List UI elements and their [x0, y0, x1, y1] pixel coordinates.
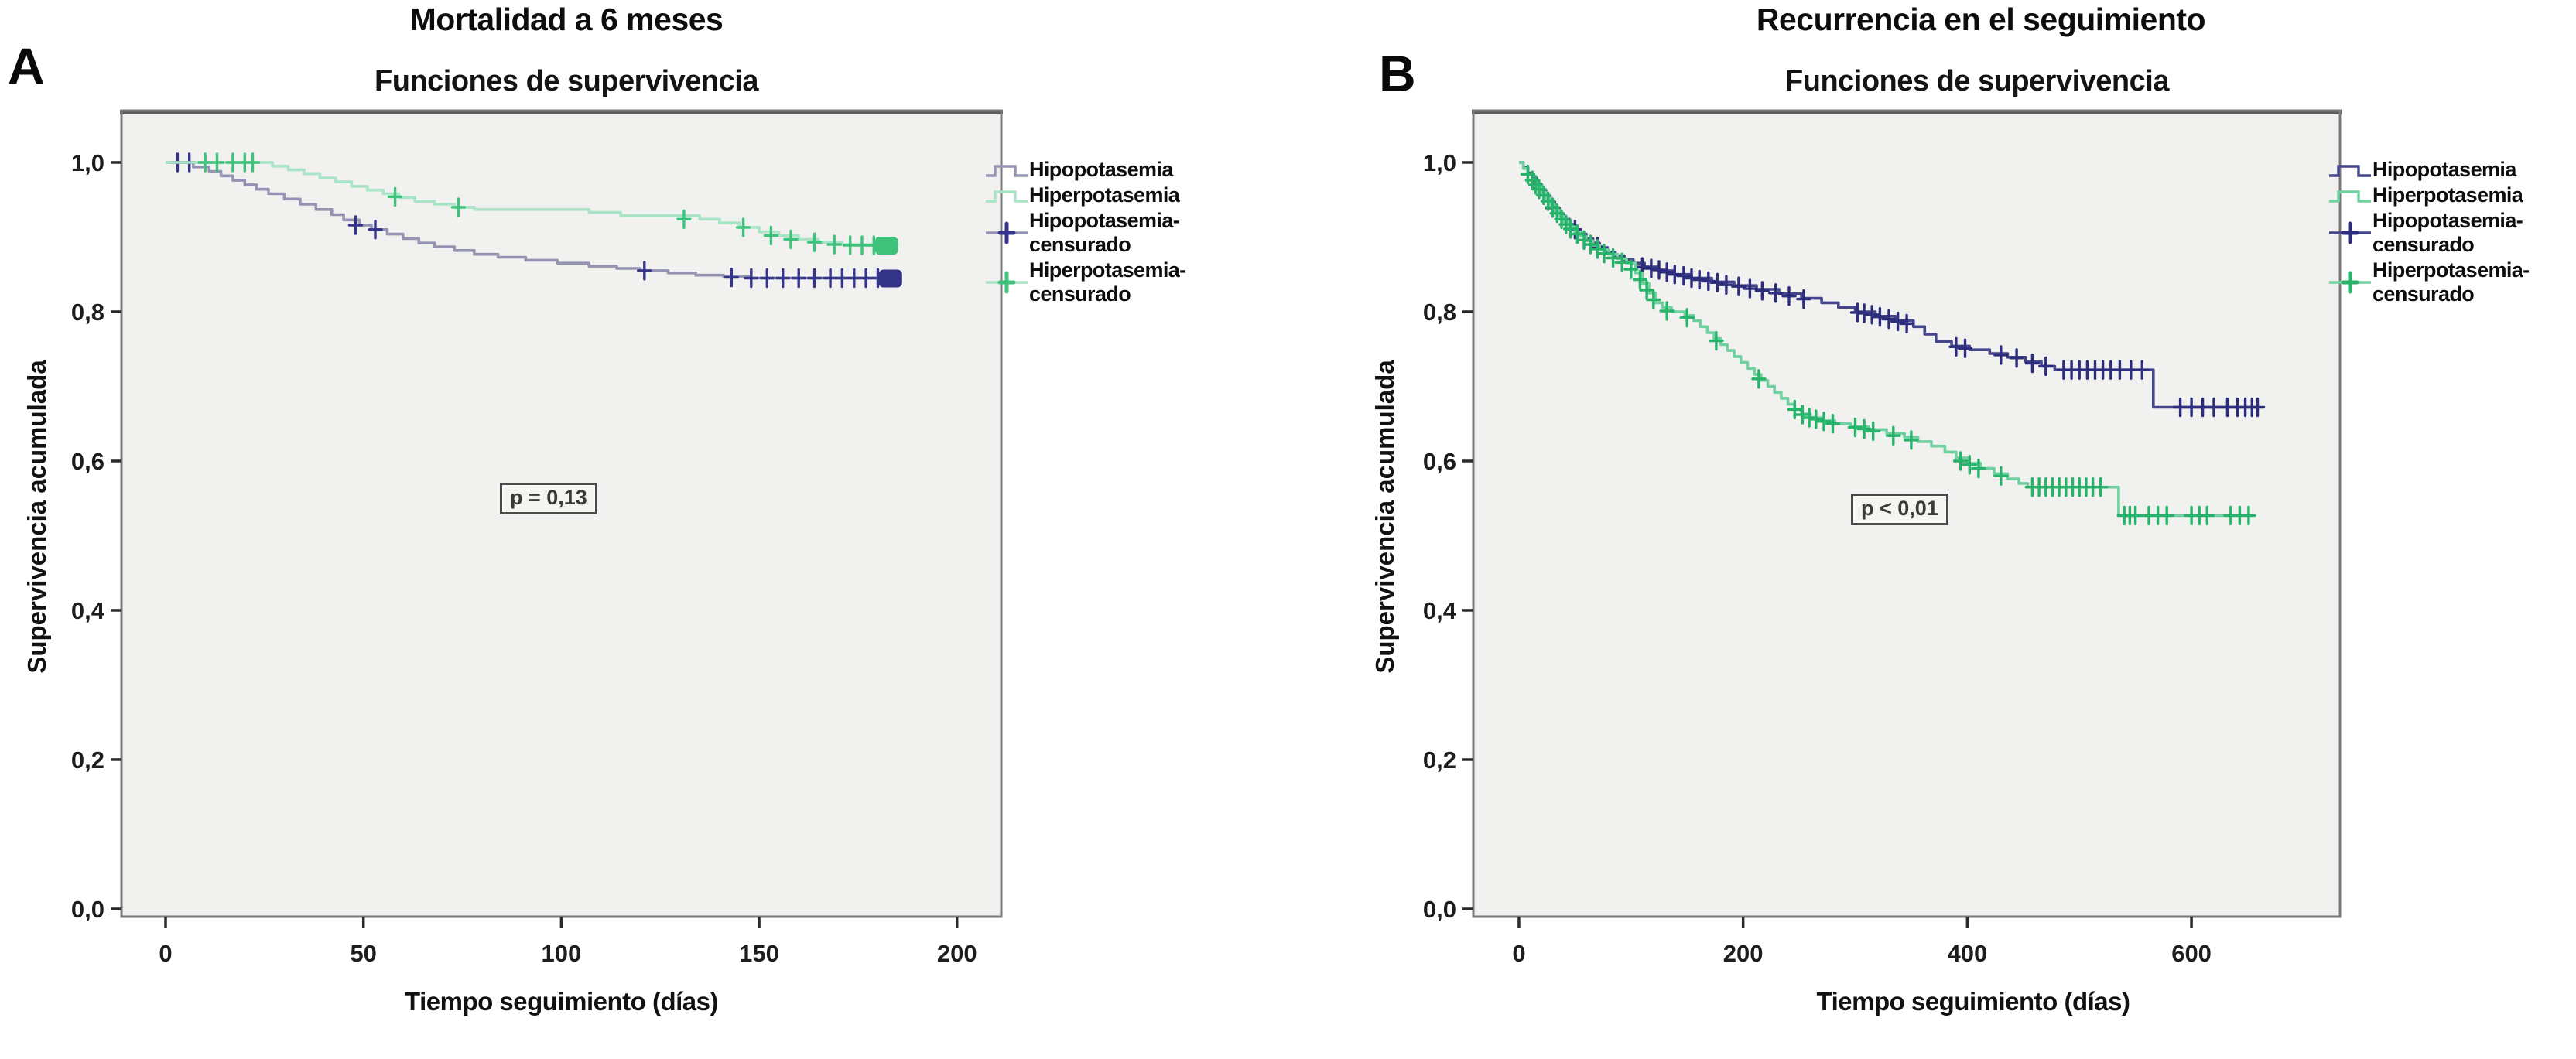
x-tick-label: 50 — [350, 940, 376, 967]
censor-cross-icon — [986, 271, 1028, 294]
y-tick-label: 0,2 — [1423, 746, 1456, 774]
x-tick-label: 200 — [937, 940, 977, 967]
panel-b-pvalue-box: p < 0,01 — [1851, 494, 1948, 525]
y-tick-label: 1,0 — [71, 149, 104, 176]
legend-entry: Hipopotasemia — [984, 158, 1216, 182]
y-tick-label: 0,4 — [71, 597, 105, 624]
panel-b-title: Recurrencia en el seguimiento — [1756, 2, 2206, 37]
x-tick-label: 100 — [542, 940, 582, 967]
x-tick-label: 600 — [2171, 940, 2212, 967]
y-tick-label: 0,0 — [71, 896, 104, 923]
x-tick-label: 0 — [159, 940, 172, 967]
step-line-icon — [986, 164, 1028, 177]
end-cluster-marker-hipopotasemia — [878, 269, 902, 288]
panel-a-pvalue-box: p = 0,13 — [500, 483, 597, 514]
legend-entry: Hiperpotasemia-censurado — [2328, 258, 2574, 306]
y-tick-label: 0,8 — [1423, 299, 1456, 326]
y-tick-label: 0,4 — [1423, 597, 1457, 624]
survival-curve-hiperpotasemia — [1519, 161, 2253, 518]
legend-entry-label: Hiperpotasemia — [2372, 183, 2523, 207]
legend-entry: Hipopotasemia-censurado — [984, 209, 1216, 257]
legend-entry-label: Hipopotasemia — [1029, 158, 1173, 181]
panel-a-y-axis-title: Supervivencia acumulada — [22, 360, 51, 674]
panel-a-plot-svg: 1,0 0,8 0,6 0,4 0,2 0,0 0 50 100 150 200 — [71, 109, 1003, 967]
panel-a-title: Mortalidad a 6 meses — [409, 2, 724, 37]
censor-marks-hiperpotasemia — [197, 152, 882, 255]
panel-b-subtitle: Funciones de supervivencia — [1785, 65, 2169, 97]
y-tick-label: 1,0 — [1423, 149, 1456, 176]
legend-entry: Hiperpotasemia — [2328, 183, 2574, 207]
panel-a-x-axis-title: Tiempo seguimiento (días) — [405, 987, 718, 1016]
y-tick-label: 0,6 — [71, 448, 104, 475]
x-tick-label: 0 — [1512, 940, 1525, 967]
panel-a-subtitle: Funciones de supervivencia — [375, 65, 758, 97]
panel-a-letter: A — [8, 37, 45, 94]
legend-entry-label: Hipopotasemia — [2372, 158, 2516, 181]
censor-marks-hiperpotasemia — [1520, 164, 2256, 526]
legend-entry-label: Hiperpotasemia-censurado — [2372, 258, 2530, 306]
legend-entry-label: Hipopotasemia-censurado — [2372, 209, 2523, 256]
step-line-icon — [2329, 190, 2371, 203]
legend-entry: Hiperpotasemia — [984, 183, 1216, 207]
panel-b-x-axis-title: Tiempo seguimiento (días) — [1816, 987, 2130, 1016]
legend-entry-label: Hiperpotasemia-censurado — [1029, 258, 1186, 306]
legend-entry-label: Hiperpotasemia — [1029, 183, 1180, 207]
legend-entry: Hipopotasemia — [2328, 158, 2574, 182]
x-tick-label: 150 — [739, 940, 779, 967]
survival-curve-hipopotasemia — [166, 161, 898, 280]
legend-entry-label: Hipopotasemia-censurado — [1029, 209, 1180, 256]
legend-entry: Hipopotasemia-censurado — [2328, 209, 2574, 257]
end-cluster-marker-hiperpotasemia — [874, 237, 898, 255]
censor-cross-icon — [2329, 221, 2371, 244]
panel-b-letter: B — [1379, 45, 1416, 102]
x-tick-label: 400 — [1947, 940, 1987, 967]
step-line-icon — [2329, 164, 2371, 177]
y-tick-label: 0,2 — [71, 746, 104, 774]
y-tick-label: 0,0 — [1423, 896, 1456, 923]
censor-cross-icon — [2329, 271, 2371, 294]
step-line-icon — [986, 190, 1028, 203]
plot-frame — [1472, 109, 2342, 918]
panel-b-legend: Hipopotasemia Hiperpotasemia Hipopotasemia… — [2328, 158, 2574, 306]
panel-a-legend: Hipopotasemia Hiperpotasemia Hipopotasemia… — [984, 158, 1216, 306]
y-tick-label: 0,8 — [71, 299, 104, 326]
legend-entry: Hiperpotasemia-censurado — [984, 258, 1216, 306]
x-tick-label: 200 — [1723, 940, 1764, 967]
y-tick-label: 0,6 — [1423, 448, 1456, 475]
panel-b-y-axis-title: Supervivencia acumulada — [1370, 360, 1399, 674]
censor-cross-icon — [986, 221, 1028, 244]
